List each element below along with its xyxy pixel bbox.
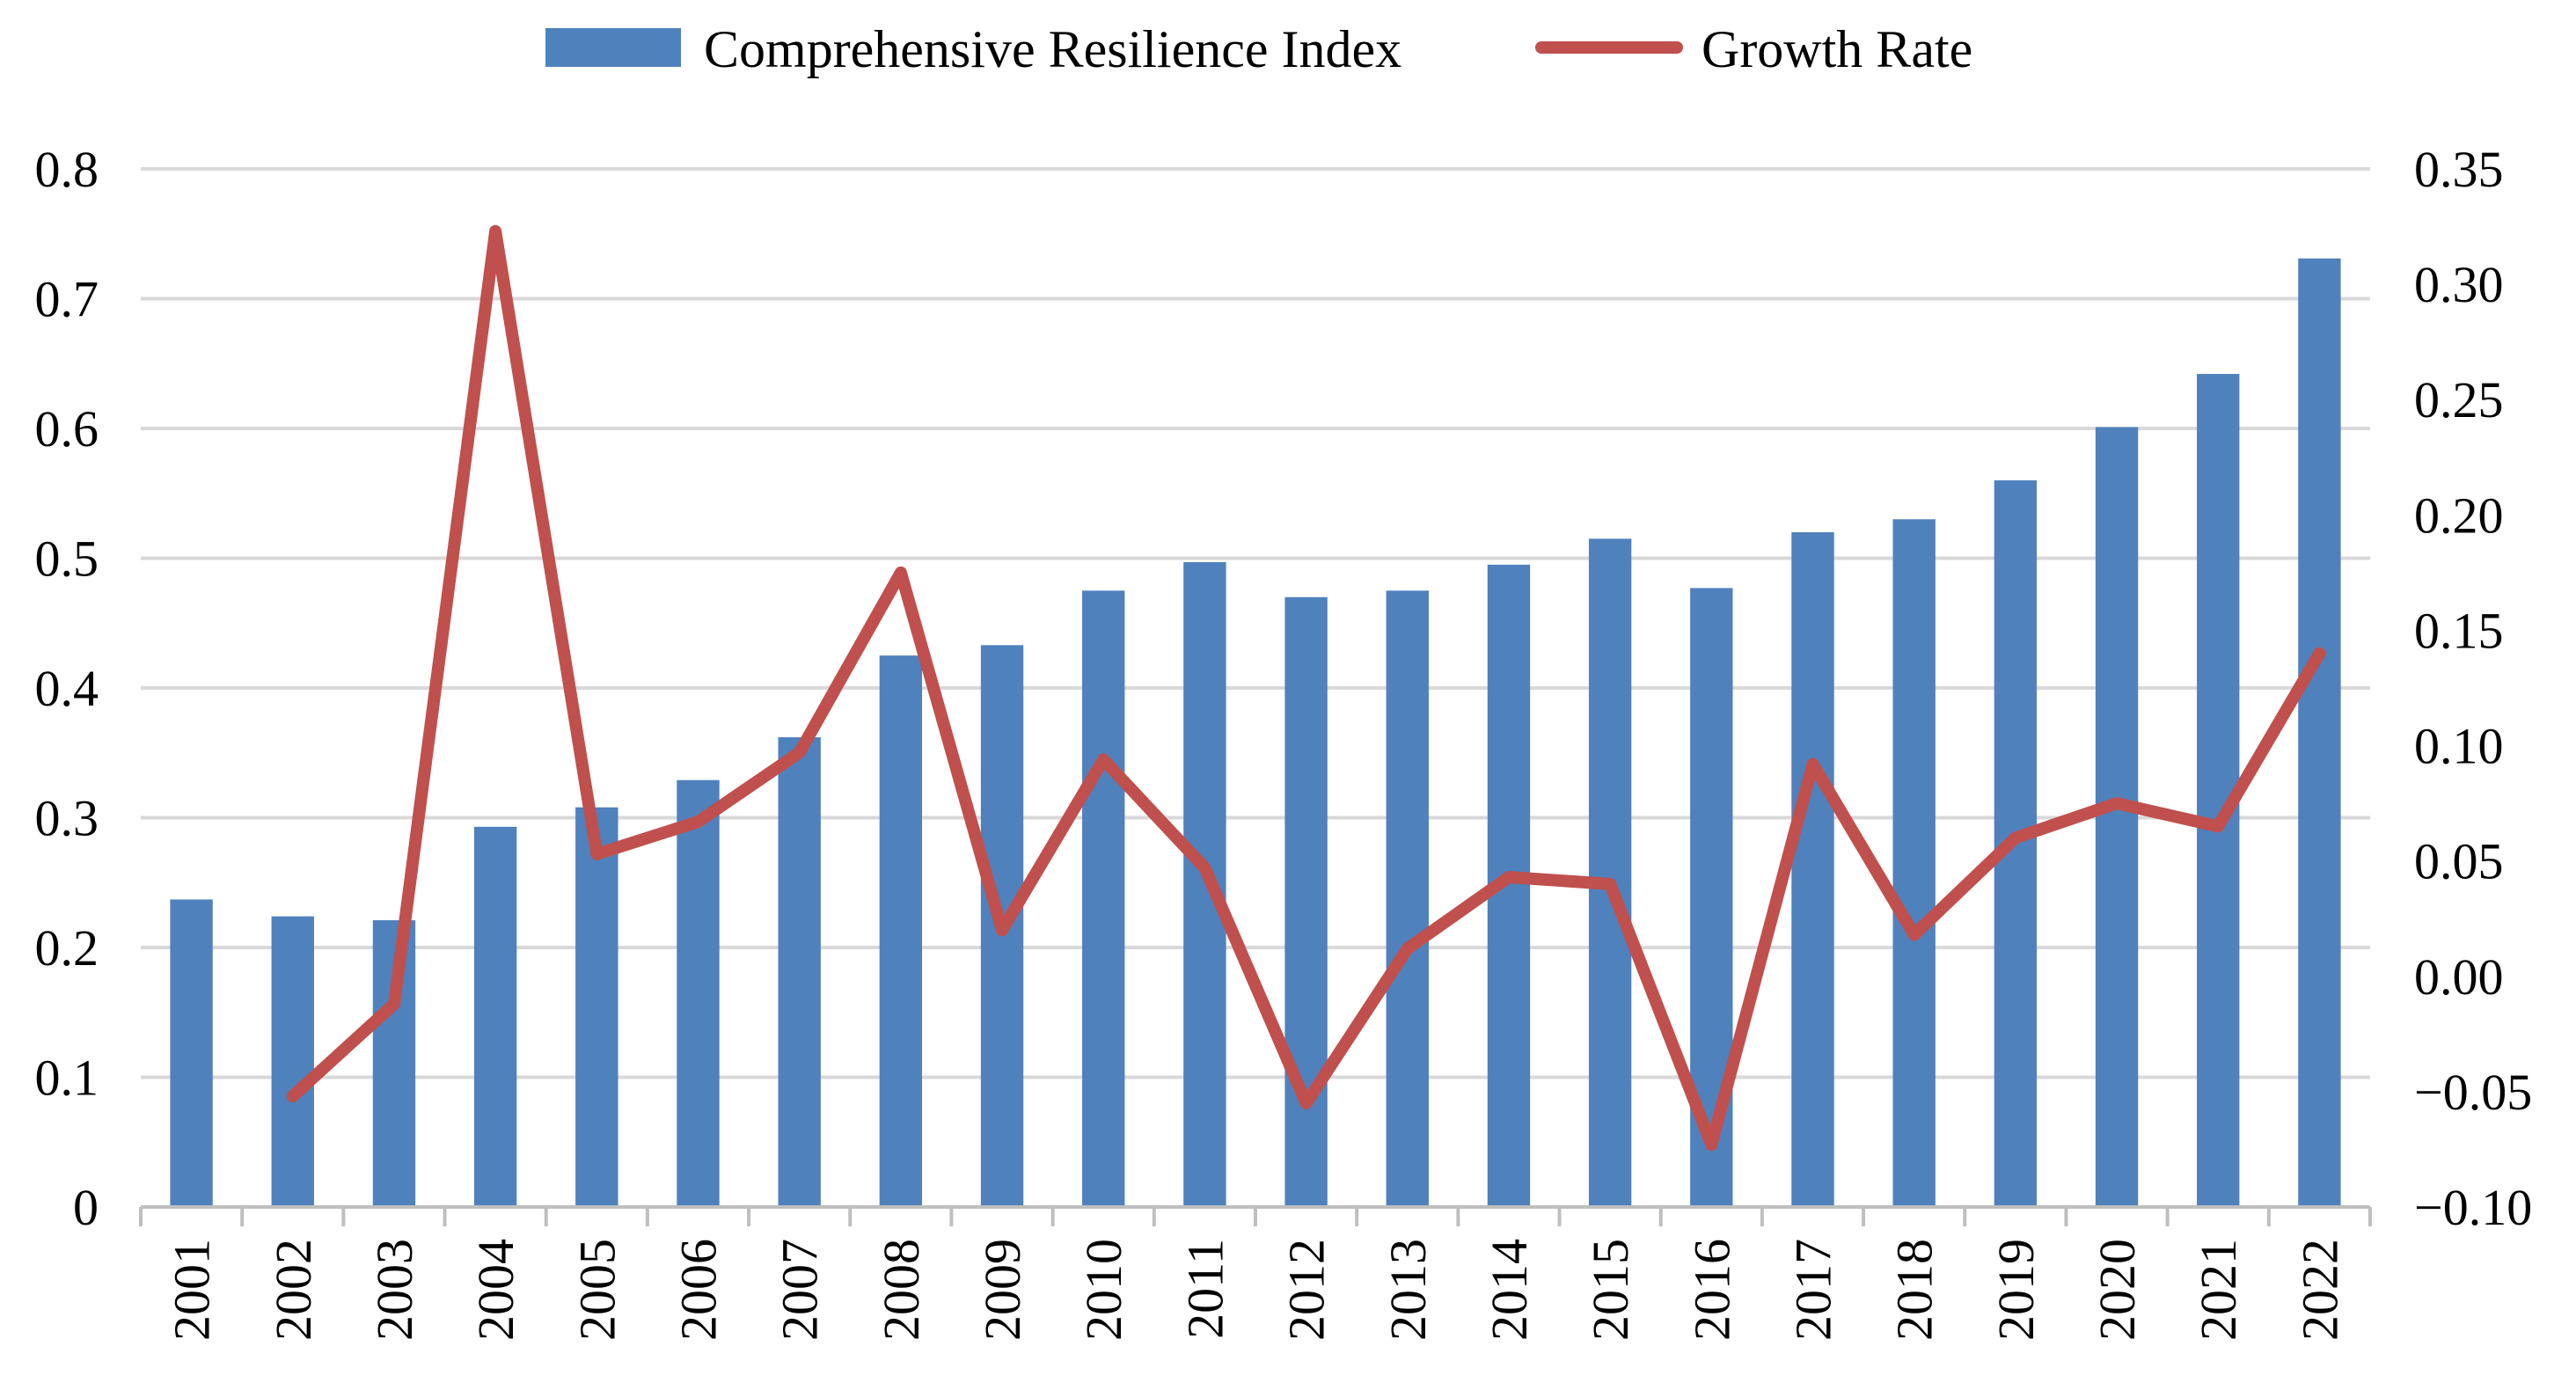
x-tick-label-2006: 2006 — [670, 1239, 728, 1341]
x-tick-label-2014: 2014 — [1481, 1239, 1538, 1341]
x-tick-label-2021: 2021 — [2190, 1239, 2247, 1341]
right-tick-label: 0.05 — [2414, 833, 2504, 890]
bar-2004 — [473, 826, 517, 1207]
x-tick-label-2011: 2011 — [1176, 1239, 1233, 1339]
x-tick-label-2022: 2022 — [2291, 1239, 2348, 1341]
right-tick-label: 0.25 — [2414, 371, 2504, 428]
bar-2022 — [2298, 258, 2341, 1207]
x-tick-label-2016: 2016 — [1683, 1239, 1740, 1341]
x-tick-label-2018: 2018 — [1886, 1239, 1943, 1341]
legend: Comprehensive Resilience Index Growth Ra… — [545, 20, 1972, 78]
growth-rate-point-2002 — [292, 1095, 294, 1097]
left-tick-label: 0.7 — [35, 271, 99, 328]
left-axis-ticks: 0 0.1 0.2 0.3 0.4 0.5 0.6 0.7 0.8 — [35, 141, 99, 1236]
bar-2020 — [2095, 427, 2139, 1207]
x-tick-label-2017: 2017 — [1785, 1239, 1842, 1341]
x-tick-label-2015: 2015 — [1582, 1239, 1639, 1341]
growth-rate-point-2003 — [393, 1003, 395, 1005]
x-tick-label-2012: 2012 — [1278, 1239, 1336, 1341]
growth-rate-point-2022 — [2318, 653, 2320, 655]
bar-2011 — [1183, 561, 1226, 1207]
right-tick-label: −0.05 — [2414, 1064, 2532, 1121]
bar-2012 — [1284, 596, 1328, 1207]
growth-rate-point-2014 — [1508, 876, 1510, 878]
left-tick-label: 0.3 — [35, 790, 99, 847]
right-tick-label: 0.35 — [2414, 141, 2504, 198]
legend-bar-swatch — [545, 28, 681, 67]
bar-2006 — [677, 779, 720, 1207]
x-tick-label-2004: 2004 — [467, 1239, 524, 1341]
growth-rate-point-2013 — [1407, 947, 1409, 949]
left-tick-label: 0.2 — [35, 919, 99, 977]
legend-bar-label: Comprehensive Resilience Index — [704, 20, 1401, 78]
left-tick-label: 0.5 — [35, 530, 99, 588]
bar-series — [170, 258, 2341, 1207]
x-tick-label-2005: 2005 — [568, 1239, 626, 1341]
growth-rate-point-2009 — [1001, 929, 1003, 931]
right-tick-label: 0.10 — [2414, 718, 2504, 775]
bar-2002 — [271, 916, 314, 1207]
right-tick-label: 0.30 — [2414, 256, 2504, 313]
x-tick-label-2008: 2008 — [873, 1239, 930, 1341]
growth-rate-point-2015 — [1609, 883, 1611, 885]
bar-2018 — [1892, 519, 1936, 1207]
bar-2015 — [1588, 538, 1632, 1207]
x-tick-label-2019: 2019 — [1987, 1239, 2045, 1341]
x-tick-label-2020: 2020 — [2089, 1239, 2146, 1341]
bar-2001 — [170, 899, 213, 1207]
growth-rate-point-2005 — [596, 853, 597, 855]
x-tick-label-2002: 2002 — [265, 1239, 322, 1341]
growth-rate-point-2010 — [1102, 758, 1104, 760]
right-tick-label: 0.00 — [2414, 948, 2504, 1006]
growth-rate-point-2006 — [698, 821, 699, 823]
left-tick-label: 0.1 — [35, 1050, 99, 1107]
growth-rate-point-2007 — [799, 751, 801, 753]
growth-rate-series — [286, 224, 2326, 1152]
left-tick-label: 0.4 — [35, 660, 99, 717]
growth-rate-point-2008 — [900, 572, 902, 574]
bar-2013 — [1386, 590, 1429, 1207]
x-tick-label-2013: 2013 — [1379, 1239, 1437, 1341]
left-tick-label: 0 — [73, 1179, 99, 1236]
left-tick-label: 0.8 — [35, 141, 99, 198]
right-axis-ticks: −0.10 −0.05 0.00 0.05 0.10 0.15 0.20 0.25 0.30 0.… — [2414, 141, 2532, 1236]
axes — [139, 1205, 2372, 1226]
left-tick-label: 0.6 — [35, 400, 99, 457]
growth-rate-point-2004 — [494, 230, 496, 232]
right-tick-label: 0.20 — [2414, 486, 2504, 544]
right-tick-label: 0.15 — [2414, 602, 2504, 659]
legend-line-label: Growth Rate — [1701, 20, 1972, 78]
growth-rate-point-2020 — [2116, 802, 2118, 804]
x-tick-label-2009: 2009 — [974, 1239, 1031, 1341]
bar-2017 — [1791, 532, 1834, 1207]
bar-2010 — [1082, 590, 1125, 1207]
growth-rate-point-2011 — [1204, 867, 1205, 869]
bar-2005 — [575, 807, 618, 1207]
x-tick-label-2007: 2007 — [772, 1239, 829, 1341]
bar-2008 — [879, 655, 923, 1207]
growth-rate-point-2021 — [2217, 825, 2219, 827]
right-tick-label: −0.10 — [2414, 1179, 2532, 1236]
x-tick-label-2001: 2001 — [164, 1239, 221, 1341]
x-tick-label-2003: 2003 — [366, 1239, 423, 1341]
bar-2007 — [778, 737, 821, 1207]
x-tick-label-2010: 2010 — [1075, 1239, 1132, 1341]
x-axis-ticks: 2001 2002 2003 2004 2005 2006 2007 2008 2009 2010… — [164, 1239, 2349, 1341]
